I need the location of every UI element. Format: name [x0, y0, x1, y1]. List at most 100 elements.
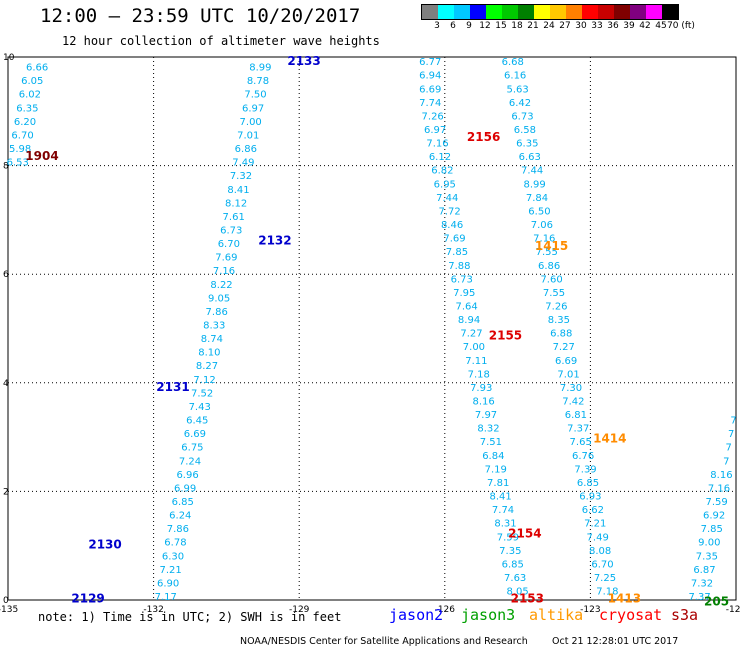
- wave-height-value: 7.06: [531, 220, 553, 231]
- color-scale-label: 15: [495, 21, 507, 31]
- page-title: 12:00 – 23:59 UTC 10/20/2017: [40, 5, 361, 27]
- wave-height-value: 6.78: [164, 538, 186, 549]
- pass-time-label: 2129: [71, 592, 104, 606]
- color-scale-swatch: [518, 5, 534, 19]
- wave-height-value: 7.00: [240, 117, 262, 128]
- wave-height-value: 7.50: [244, 90, 266, 101]
- color-scale-label: 24: [543, 21, 555, 31]
- pass-time-label: 1413: [608, 592, 641, 606]
- color-scale-swatch: [646, 5, 662, 19]
- pass-time-label: 2154: [508, 527, 541, 541]
- wave-height-value: 7.59: [497, 532, 519, 543]
- wave-height-value: 5.63: [506, 84, 528, 95]
- wave-height-value: 6.53: [7, 158, 29, 169]
- wave-height-value: 7.16: [708, 483, 730, 494]
- map-grid: [7, 56, 737, 601]
- wave-height-value: 6.05: [21, 76, 43, 87]
- wave-height-value: 8.74: [201, 334, 223, 345]
- color-scale-label: 12: [479, 21, 491, 31]
- map-frame: [7, 56, 737, 601]
- wave-height-value: 7.85: [701, 524, 723, 535]
- wave-height-value: 6.12: [429, 152, 451, 163]
- wave-height-value: 7.49: [587, 532, 609, 543]
- pass-time-label: 2133: [287, 54, 320, 68]
- color-scale-label: 39: [623, 21, 635, 31]
- wave-height-value: 8.16: [472, 397, 494, 408]
- axis-ticks: -135 -132 -129 -126 -123 -120 0 2 4 6 8 10: [0, 53, 740, 615]
- wave-height-value: 7.44: [521, 166, 543, 177]
- wave-height-value: 6.69: [419, 84, 441, 95]
- wave-height-value: 6.58: [514, 125, 536, 136]
- pass-time-label: 2130: [88, 537, 121, 551]
- wave-height-value: 7.37: [567, 424, 589, 435]
- wave-height-value: 7.32: [691, 578, 713, 589]
- satellite-legend-cryosat: cryosat: [599, 606, 663, 624]
- wave-height-value: 6.70: [591, 559, 613, 570]
- pass-time-label: 2153: [511, 592, 544, 606]
- wave-height-value: 7.25: [594, 573, 616, 584]
- wave-height-value: 7.49: [232, 158, 254, 169]
- y-tick-label: 6: [3, 270, 9, 280]
- wave-height-value: 8.22: [210, 280, 232, 291]
- wave-height-value: 6.73: [451, 274, 473, 285]
- wave-height-value: 8.08: [589, 546, 611, 557]
- wave-height-value: 7.17: [155, 592, 177, 603]
- page-subtitle: 12 hour collection of altimeter wave hei…: [62, 34, 380, 48]
- wave-height-value: 6.97: [424, 125, 446, 136]
- wave-height-value: 7.69: [215, 253, 237, 264]
- wave-height-value: 8.41: [227, 185, 249, 196]
- wave-height-value: 7.42: [562, 397, 584, 408]
- color-scale-label: 18: [511, 21, 523, 31]
- wave-height-value: 7.51: [480, 437, 502, 448]
- color-scale-swatch: [614, 5, 630, 19]
- color-scale-label: 6: [450, 21, 456, 31]
- wave-height-value: 6.35: [16, 103, 38, 114]
- wave-height-value: 8.41: [489, 492, 511, 503]
- wave-height-value: 7.12: [193, 375, 215, 386]
- y-tick-label: 8: [3, 162, 9, 172]
- time-labels: 1904 2133 2132 2131 2130 2129 2156 1415 2155 1414…: [25, 54, 729, 608]
- wave-height-value: 7.35: [696, 551, 718, 562]
- wave-height-value: 7.64: [456, 301, 478, 312]
- x-tick-label: -132: [143, 605, 163, 615]
- wave-height-value: 7.32: [230, 171, 252, 182]
- altimeter-tracks: 6.66 6.05 6.02 6.35 6.20 6.70 5.98 6.53 8.99 8.78…: [7, 57, 737, 603]
- wave-height-value: 8.35: [548, 315, 570, 326]
- wave-height-value: 6.69: [555, 356, 577, 367]
- color-scale-swatch: [438, 5, 454, 19]
- wave-height-value: 6.85: [172, 497, 194, 508]
- wave-height-value: 8.46: [441, 220, 463, 231]
- wave-height-value: 6.02: [19, 90, 41, 101]
- wave-height-value: 6.69: [184, 429, 206, 440]
- x-tick-label: -126: [435, 605, 456, 615]
- wave-height-value: 6.50: [528, 206, 550, 217]
- color-scale-bar: [421, 4, 679, 20]
- wave-height-value: 8.78: [247, 76, 269, 87]
- color-scale-label: 42: [639, 21, 651, 31]
- wave-height-value: 7.01: [237, 130, 259, 141]
- wave-height-value: 7.27: [553, 342, 575, 353]
- color-scale-swatch: [550, 5, 566, 19]
- wave-height-value: 7.18: [468, 369, 490, 380]
- wave-height-value: 6.81: [565, 410, 587, 421]
- wave-height-value: 7.86: [206, 307, 228, 318]
- y-tick-label: 0: [3, 596, 9, 606]
- wave-height-value: 7.93: [470, 383, 492, 394]
- color-scale-label: 3: [434, 21, 440, 31]
- wave-height-value: 6.45: [186, 416, 208, 427]
- x-tick-label: -123: [580, 605, 600, 615]
- wave-height-value: 8.31: [494, 519, 516, 530]
- wave-height-value: 7.63: [504, 573, 526, 584]
- wave-height-value: 7.16: [213, 266, 235, 277]
- wave-height-value: 6.85: [577, 478, 599, 489]
- wave-height-value: 6.66: [26, 63, 48, 74]
- pass-time-label: 2132: [258, 233, 291, 247]
- color-scale: 3 6 9 12 15 18 21 24 27 30 33 36 39 42 45 70 (ft): [421, 4, 695, 31]
- wave-height-value: 6.73: [511, 111, 533, 122]
- wave-height-value: 7.21: [584, 519, 606, 530]
- satellite-legend-s3a: s3a: [671, 606, 699, 624]
- wave-height-value: 7.85: [446, 247, 468, 258]
- x-tick-label: -135: [0, 605, 18, 615]
